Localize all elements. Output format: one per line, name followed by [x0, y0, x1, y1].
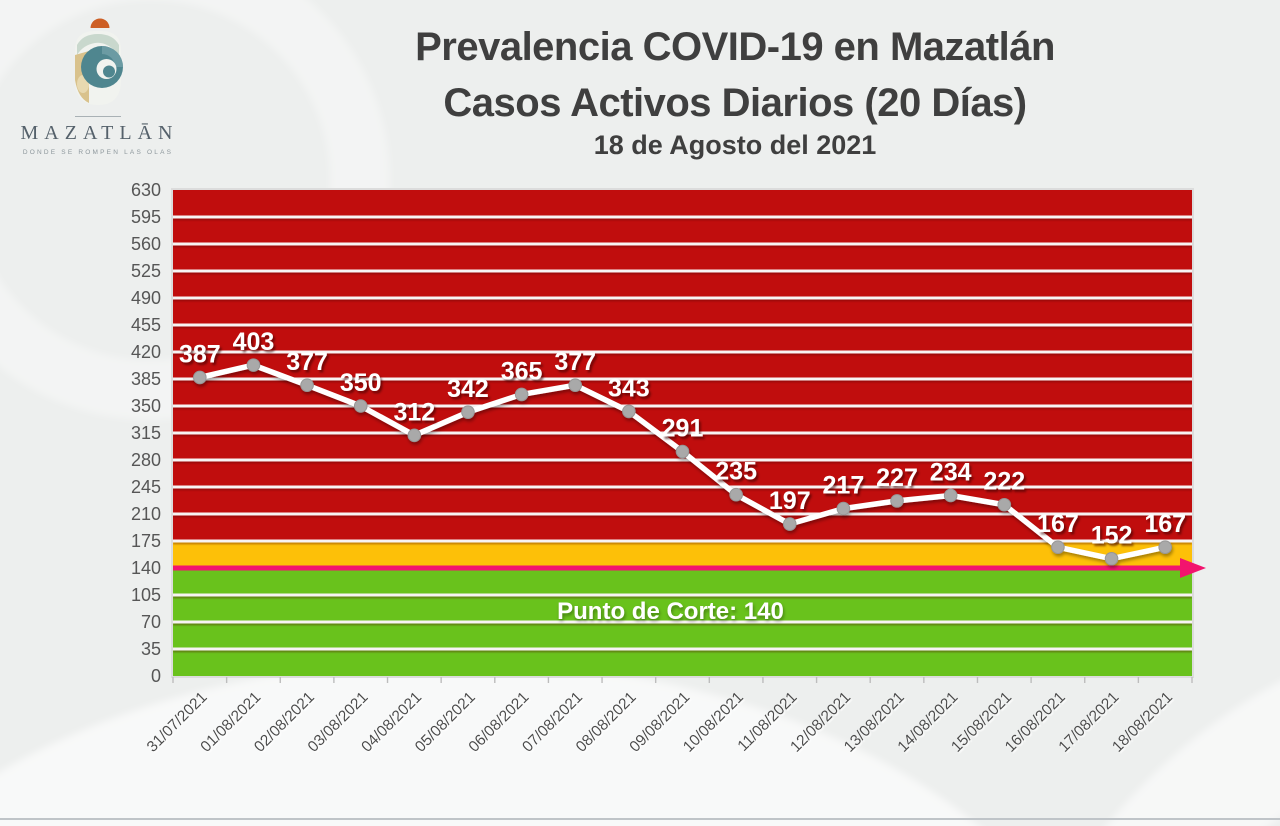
y-tick-label: 525 [131, 261, 161, 281]
cutoff-label: Punto de Corte: 140 [557, 598, 784, 625]
y-tick-label: 70 [141, 612, 161, 632]
y-tick-label: 245 [131, 477, 161, 497]
data-point-label: 403 [233, 328, 275, 356]
data-point-label: 227 [876, 464, 918, 492]
data-point-marker [514, 387, 529, 402]
y-tick-label: 560 [131, 234, 161, 254]
y-tick-label: 210 [131, 504, 161, 524]
data-point-marker [1051, 540, 1065, 554]
bottom-border [0, 818, 1280, 820]
data-point-marker [890, 494, 904, 508]
data-point-label: 197 [769, 487, 811, 515]
data-point-marker [782, 517, 797, 531]
y-tick-label: 35 [141, 639, 161, 659]
data-point-marker [300, 378, 314, 392]
y-tick-label: 455 [131, 315, 161, 335]
report-date: 18 de Agosto del 2021 [593, 130, 877, 160]
data-point-marker [729, 487, 743, 502]
header-titles: Prevalencia COVID-19 en Mazatlán Casos A… [190, 26, 1280, 159]
data-point-label: 377 [286, 348, 328, 376]
data-point-marker [943, 488, 958, 503]
logo-wordmark: MAZATLĀN [20, 122, 179, 144]
cutoff-arrow-icon [1180, 558, 1206, 578]
data-point-marker [407, 428, 422, 443]
y-tick-label: 280 [131, 450, 161, 470]
y-tick-label: 140 [131, 558, 161, 578]
data-point-label: 312 [393, 398, 435, 426]
data-point-label: 235 [715, 458, 757, 486]
data-point-label: 167 [1144, 510, 1186, 538]
y-tick-label: 0 [151, 666, 161, 686]
data-point-label: 365 [501, 357, 543, 385]
data-point-label: 217 [823, 472, 865, 500]
data-point-label: 291 [662, 415, 704, 443]
data-point-marker [193, 370, 207, 385]
y-tick-label: 385 [131, 369, 161, 389]
logo-tagline: DONDE SE ROMPEN LAS OLAS [22, 149, 174, 156]
y-tick-label: 630 [131, 180, 161, 200]
zone-orange-warning [173, 541, 1192, 568]
data-point-label: 152 [1091, 522, 1133, 550]
data-point-label: 222 [983, 468, 1025, 496]
data-point-marker [1104, 551, 1119, 566]
y-tick-label: 175 [131, 531, 161, 551]
data-point-marker [246, 358, 261, 372]
data-point-label: 350 [340, 369, 382, 397]
data-point-marker [836, 501, 851, 516]
data-point-marker [1158, 540, 1172, 554]
data-point-label: 387 [179, 340, 221, 368]
logo-divider [75, 116, 121, 117]
y-tick-label: 595 [131, 207, 161, 227]
page-title: Prevalencia COVID-19 en Mazatlán [415, 25, 1055, 69]
data-point-label: 343 [608, 374, 650, 402]
data-point-label: 234 [930, 458, 972, 486]
zone-red-high-risk [173, 190, 1192, 541]
data-point-label: 167 [1037, 510, 1079, 538]
y-tick-label: 315 [131, 423, 161, 443]
data-point-marker [568, 378, 583, 392]
mazatlan-logo: MAZATLĀN DONDE SE ROMPEN LAS OLAS [14, 10, 182, 156]
cases-series [193, 358, 1172, 566]
data-point-label: 342 [447, 375, 489, 403]
page-subtitle: Casos Activos Diarios (20 Días) [443, 81, 1027, 125]
data-point-label: 377 [554, 348, 596, 376]
data-point-marker [461, 405, 475, 419]
data-point-marker [353, 399, 368, 413]
y-tick-label: 420 [131, 342, 161, 362]
y-tick-label: 350 [131, 396, 161, 416]
data-point-marker [997, 497, 1012, 512]
data-point-marker [622, 404, 636, 419]
y-tick-label: 490 [131, 288, 161, 308]
y-tick-label: 105 [131, 585, 161, 605]
mazatlan-shell-icon [75, 18, 123, 105]
data-point-marker [675, 444, 690, 459]
